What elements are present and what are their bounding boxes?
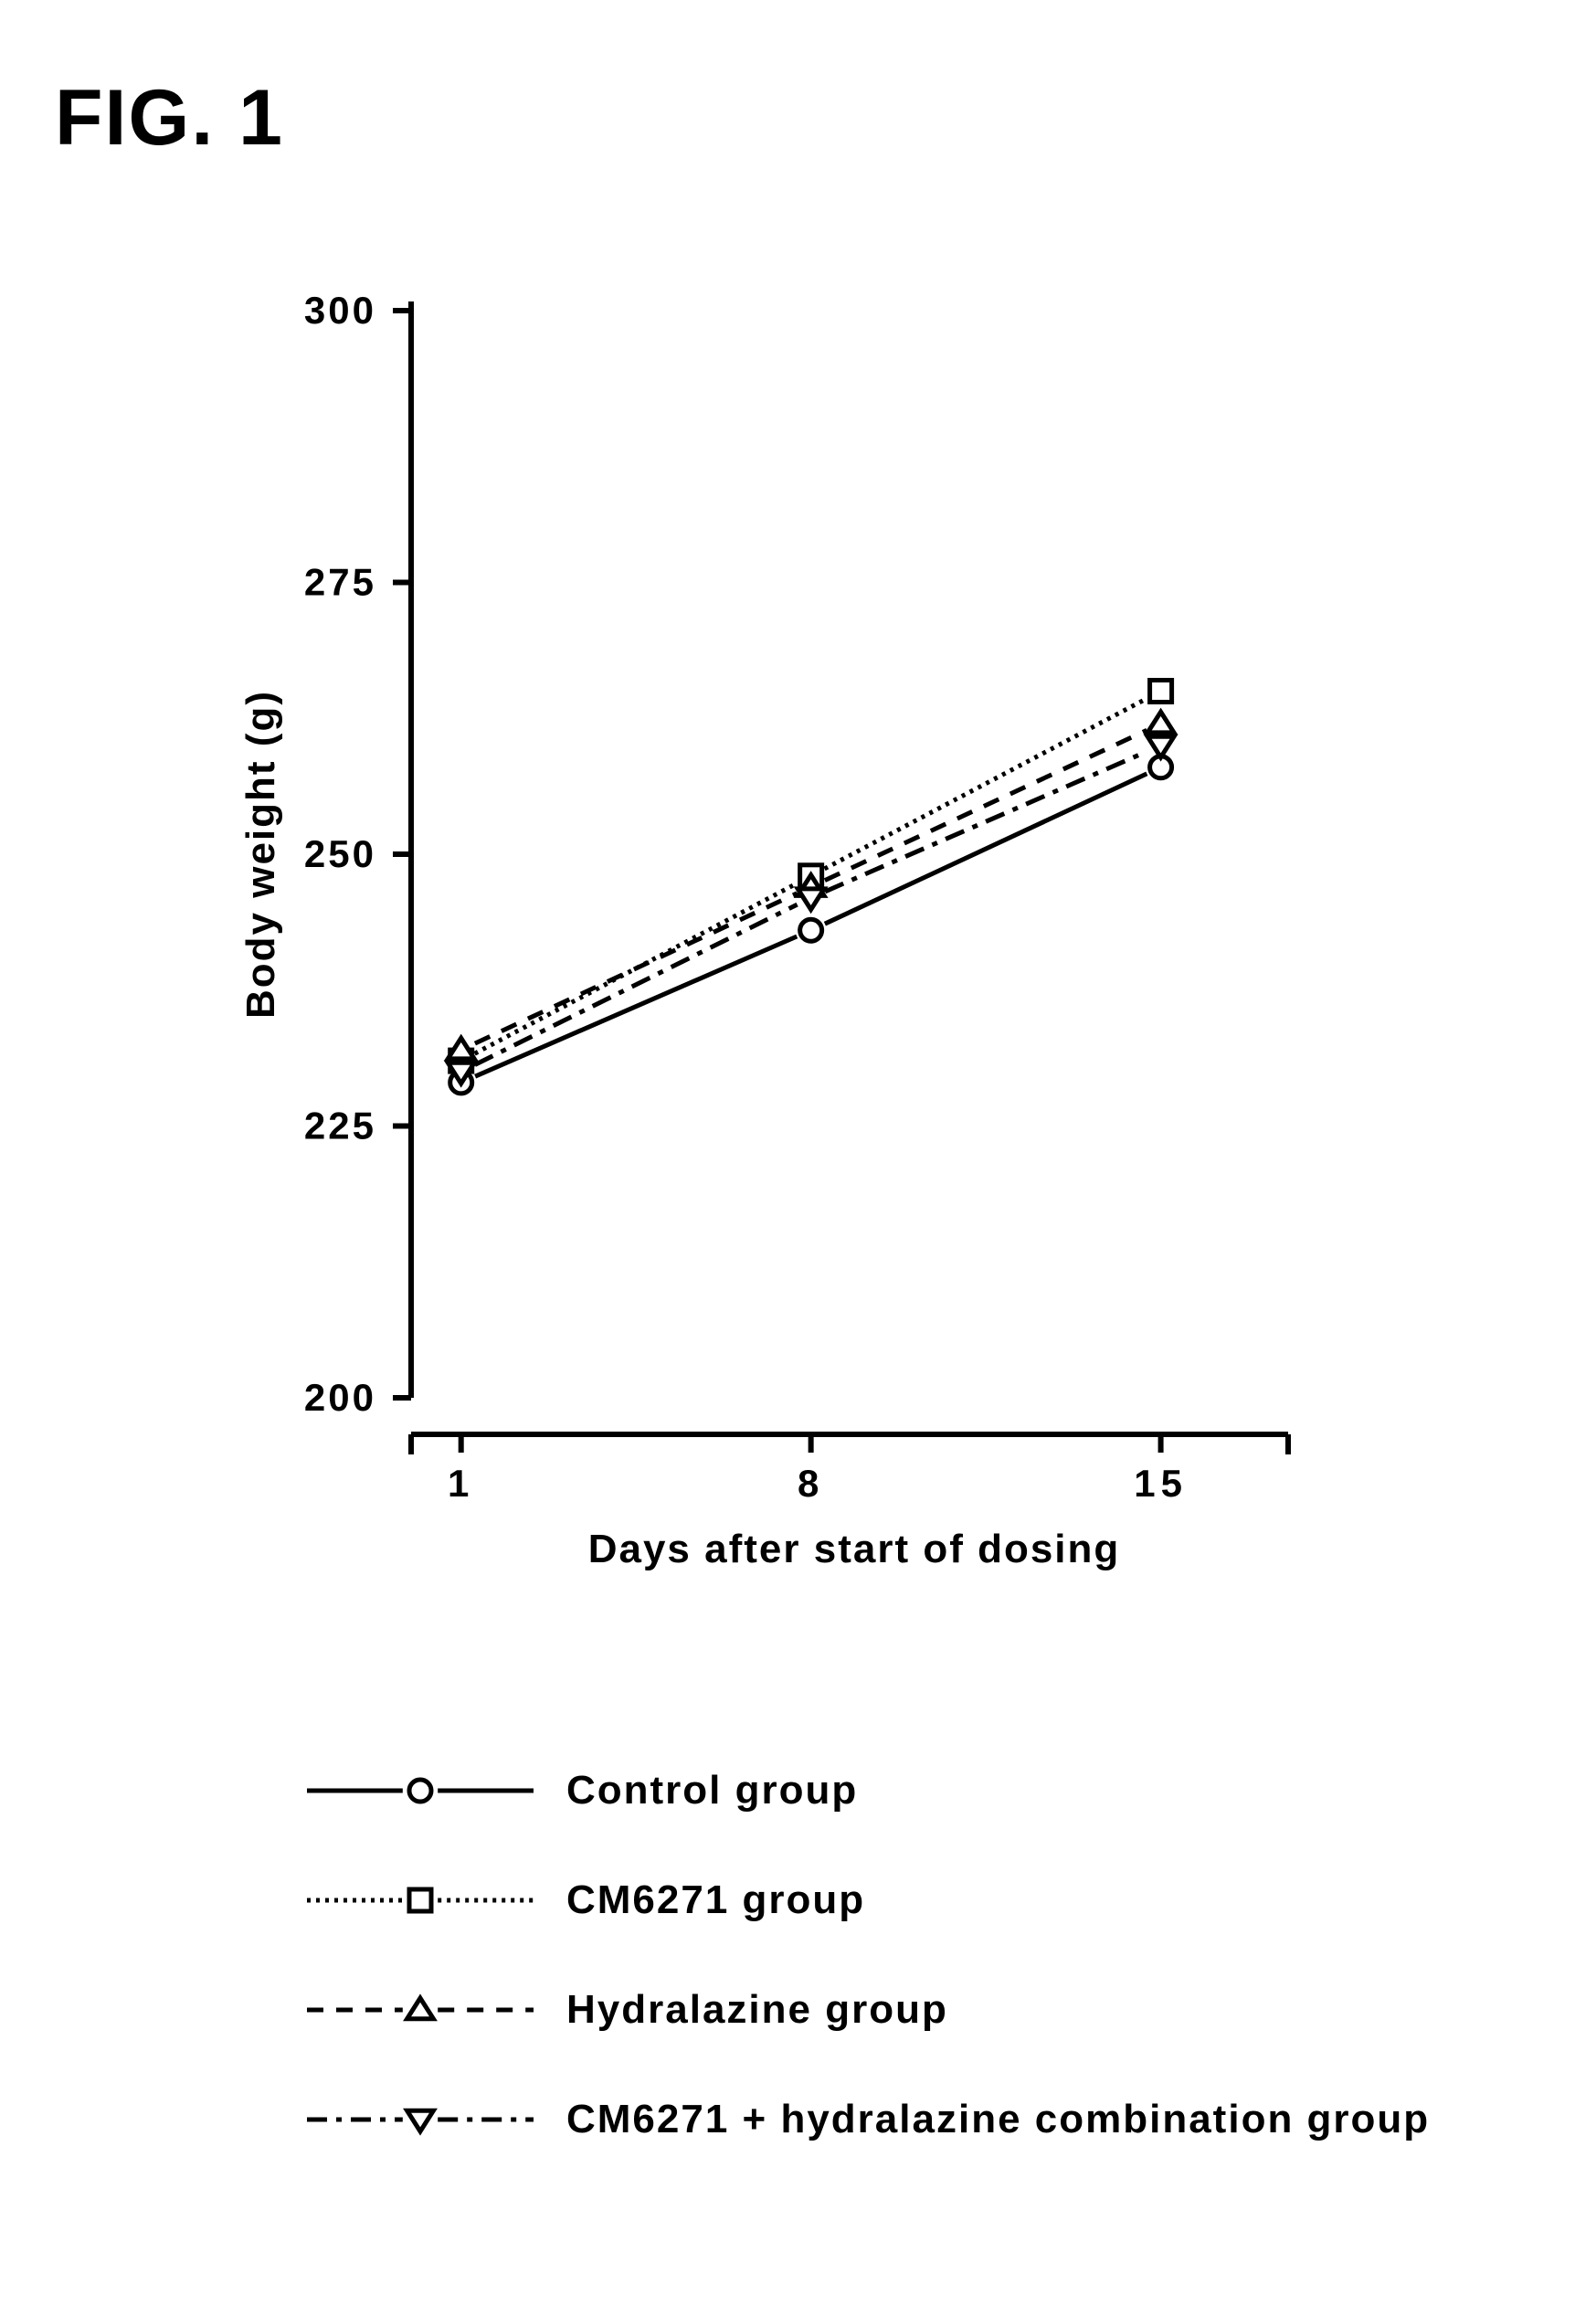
legend-row-hydralazine: Hydralazine group (301, 1955, 1443, 2065)
svg-text:300: 300 (304, 289, 376, 332)
legend-row-cm6271: CM6271 group (301, 1845, 1443, 1955)
svg-text:250: 250 (304, 832, 376, 875)
svg-text:Body weight (g): Body weight (g) (238, 690, 283, 1019)
triangle-down-icon (301, 2092, 539, 2147)
series-control (450, 756, 1172, 1094)
svg-text:275: 275 (304, 561, 376, 604)
series-combination (448, 736, 1174, 1084)
svg-text:Days after start of dosing: Days after start of dosing (588, 1527, 1121, 1571)
svg-text:8: 8 (798, 1462, 824, 1505)
page: FIG. 1 200 225 250 275 300 1 8 15 Days after sta… (0, 0, 1596, 2305)
legend-label: CM6271 + hydralazine combination group (566, 2097, 1430, 2142)
circle-icon (301, 1763, 539, 1818)
svg-text:200: 200 (304, 1376, 376, 1419)
figure-title: FIG. 1 (55, 73, 284, 164)
legend-label: Control group (566, 1768, 858, 1813)
svg-text:1: 1 (448, 1462, 474, 1505)
legend-label: CM6271 group (566, 1877, 865, 1923)
legend-label: Hydralazine group (566, 1987, 948, 2033)
legend-row-combination: CM6271 + hydralazine combination group (301, 2065, 1443, 2174)
square-icon (301, 1873, 539, 1928)
legend-row-control: Control group (301, 1736, 1443, 1845)
legend: Control group CM6271 group Hydralazine gro… (301, 1736, 1443, 2174)
svg-text:225: 225 (304, 1105, 376, 1147)
series-hydralazine (448, 712, 1174, 1059)
line-chart: 200 225 250 275 300 1 8 15 Days after start of d… (238, 274, 1334, 1644)
svg-text:15: 15 (1134, 1462, 1188, 1505)
triangle-up-icon (301, 1983, 539, 2037)
